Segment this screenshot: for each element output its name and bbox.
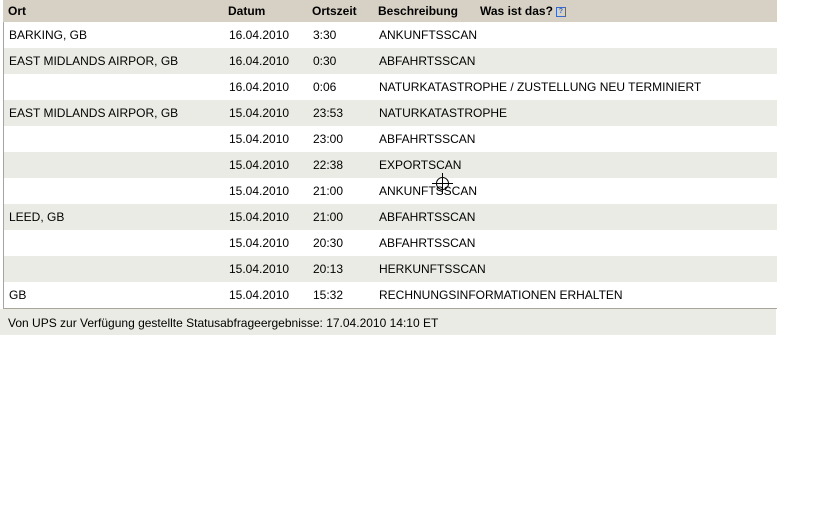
cell-ort: EAST MIDLANDS AIRPOR, GB: [9, 54, 179, 68]
cell-datum: 16.04.2010: [229, 54, 290, 68]
crosshair-cursor-icon: [432, 173, 453, 194]
table-row: LEED, GB 15.04.2010 21:00 ABFAHRTSSCAN: [4, 204, 777, 230]
help-label[interactable]: Was ist das?: [480, 4, 553, 18]
cell-beschreibung: NATURKATASTROPHE: [379, 106, 508, 120]
table-row: GB 15.04.2010 15:32 RECHNUNGSINFORMATIONEN …: [4, 282, 777, 308]
cell-beschreibung: ABFAHRTSSCAN: [379, 54, 476, 68]
cell-datum: 15.04.2010: [229, 184, 290, 198]
table-row: 16.04.2010 0:06 NATURKATASTROPHE / ZUSTELL…: [4, 74, 777, 100]
cell-datum: 15.04.2010: [229, 132, 290, 146]
table-row: EAST MIDLANDS AIRPOR, GB 16.04.2010 0:30 AB…: [4, 48, 777, 74]
cell-datum: 15.04.2010: [229, 210, 290, 224]
cell-ortszeit: 0:30: [313, 54, 337, 68]
cell-datum: 15.04.2010: [229, 288, 290, 302]
cell-ort: BARKING, GB: [9, 28, 88, 42]
cell-ortszeit: 23:53: [313, 106, 344, 120]
col-ortszeit: Ortszeit: [312, 4, 357, 18]
cell-datum: 16.04.2010: [229, 28, 290, 42]
cell-beschreibung: ANKUNFTSSCAN: [379, 184, 478, 198]
cell-ortszeit: 15:32: [313, 288, 344, 302]
table-row: 15.04.2010 21:00 ANKUNFTSSCAN: [4, 178, 777, 204]
table-row: EAST MIDLANDS AIRPOR, GB 15.04.2010 23:53 N…: [4, 100, 777, 126]
cell-ortszeit: 21:00: [313, 210, 344, 224]
status-footer: Von UPS zur Verfügung gestellte Statusab…: [0, 309, 776, 335]
help-icon[interactable]: ?: [555, 6, 566, 17]
cell-ortszeit: 20:13: [313, 262, 344, 276]
cell-ortszeit: 20:30: [313, 236, 344, 250]
cell-ort: LEED, GB: [9, 210, 65, 224]
cell-beschreibung: ANKUNFTSSCAN: [379, 28, 478, 42]
cell-ort: GB: [9, 288, 27, 302]
table-row: 15.04.2010 22:38 EXPORTSCAN: [4, 152, 777, 178]
table-row: 15.04.2010 23:00 ABFAHRTSSCAN: [4, 126, 777, 152]
col-datum: Datum: [228, 4, 266, 18]
cell-ortszeit: 22:38: [313, 158, 344, 172]
table-row: 15.04.2010 20:13 HERKUNFTSSCAN: [4, 256, 777, 282]
cell-beschreibung: NATURKATASTROPHE / ZUSTELLUNG NEU TERMIN…: [379, 80, 702, 94]
help-link[interactable]: Was ist das??: [480, 0, 566, 22]
cell-beschreibung: ABFAHRTSSCAN: [379, 210, 476, 224]
cell-beschreibung: ABFAHRTSSCAN: [379, 236, 476, 250]
cell-beschreibung: EXPORTSCAN: [379, 158, 462, 172]
cell-ortszeit: 3:30: [313, 28, 337, 42]
cell-ort: EAST MIDLANDS AIRPOR, GB: [9, 106, 179, 120]
cell-ortszeit: 23:00: [313, 132, 344, 146]
col-ort: Ort: [8, 4, 26, 18]
cell-beschreibung: ABFAHRTSSCAN: [379, 132, 476, 146]
cell-beschreibung: HERKUNFTSSCAN: [379, 262, 486, 276]
cell-datum: 15.04.2010: [229, 236, 290, 250]
col-beschreibung: Beschreibung: [378, 4, 459, 18]
tracking-table: Ort Datum Ortszeit Beschreibung Was ist …: [3, 0, 777, 309]
table-row: BARKING, GB 16.04.2010 3:30 ANKUNFTSSCAN: [4, 22, 777, 48]
cell-ortszeit: 21:00: [313, 184, 344, 198]
table-row: 15.04.2010 20:30 ABFAHRTSSCAN: [4, 230, 777, 256]
cell-datum: 15.04.2010: [229, 106, 290, 120]
cell-datum: 15.04.2010: [229, 262, 290, 276]
table-header: Ort Datum Ortszeit Beschreibung Was ist …: [3, 0, 777, 22]
cell-beschreibung: RECHNUNGSINFORMATIONEN ERHALTEN: [379, 288, 623, 302]
cell-datum: 16.04.2010: [229, 80, 290, 94]
cell-ortszeit: 0:06: [313, 80, 337, 94]
cell-datum: 15.04.2010: [229, 158, 290, 172]
